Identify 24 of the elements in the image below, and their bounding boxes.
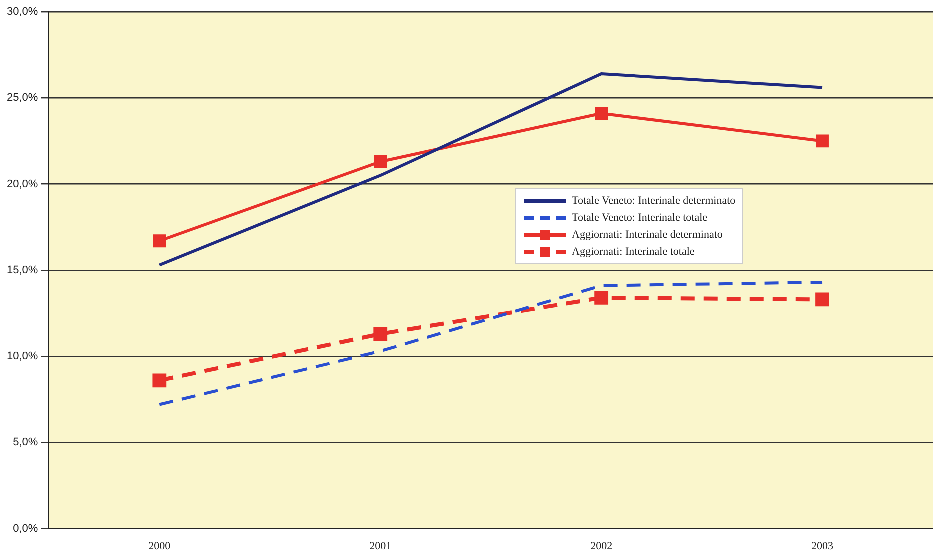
legend-label: Aggiornati: Interinale determinato — [572, 228, 723, 240]
y-tick-label: 20,0% — [6, 178, 38, 190]
point — [816, 292, 830, 307]
point — [594, 291, 609, 305]
y-tick-label: 10,0% — [6, 350, 38, 363]
y-tick-label: 30,0% — [6, 6, 38, 18]
x-tick-label: 2000 — [148, 540, 172, 552]
x-tick-label: 2001 — [370, 540, 392, 552]
point — [152, 374, 167, 388]
y-tick-label: 25,0% — [6, 92, 38, 104]
y-tick-label: 15,0% — [6, 264, 38, 276]
legend-label: Totale Veneto: Interinale determinato — [572, 194, 736, 206]
x-tick-label: 2003 — [812, 540, 834, 552]
point — [595, 107, 608, 120]
legend-label: Aggiornati: Interinale totale — [572, 246, 695, 258]
point — [374, 327, 388, 342]
point — [374, 155, 388, 168]
legend-label: Totale Veneto: Interinale totale — [572, 212, 708, 224]
point — [816, 134, 829, 148]
x-tick-label: 2002 — [590, 540, 613, 552]
y-tick-label: 5,0% — [13, 436, 38, 449]
point — [153, 234, 166, 248]
y-tick-label: 0,0% — [13, 522, 38, 535]
line-series — [158, 280, 824, 406]
